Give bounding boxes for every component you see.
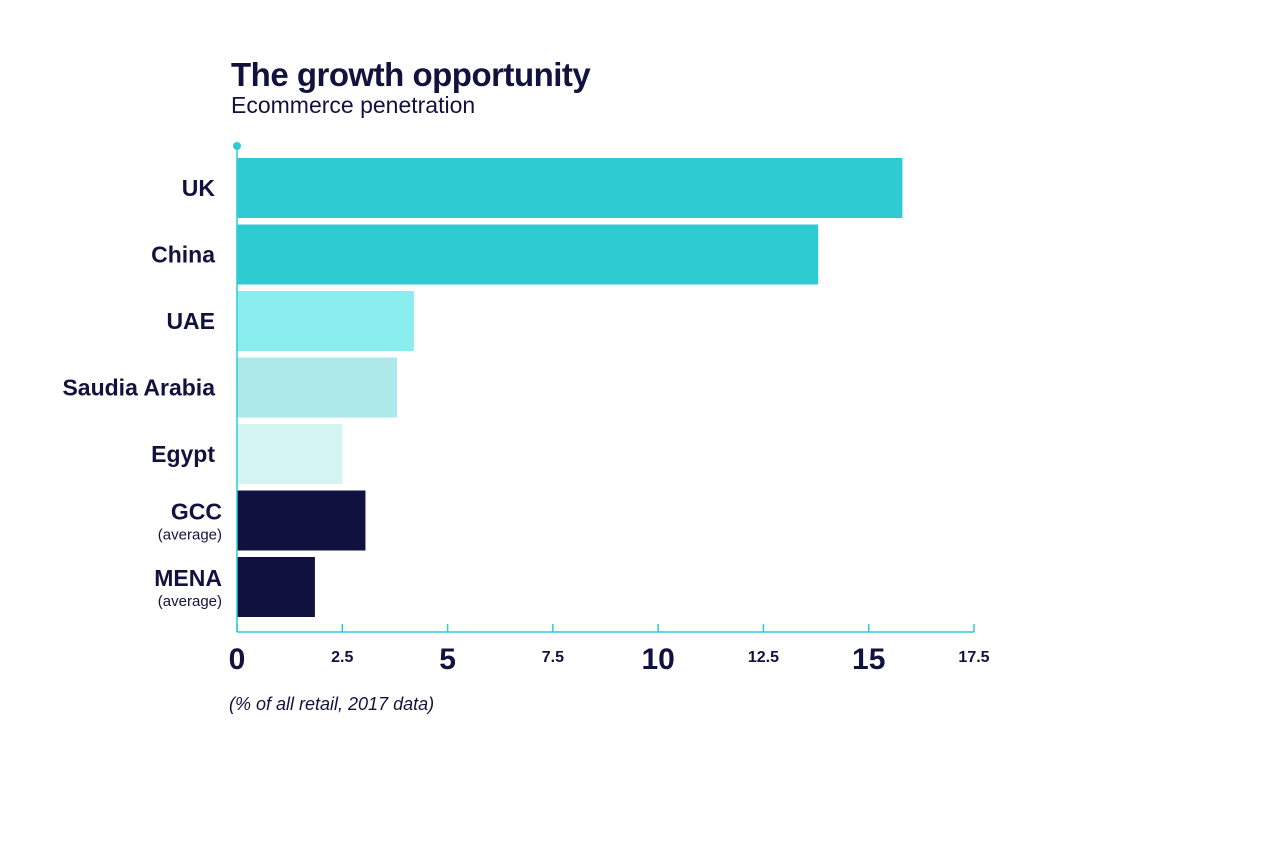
- category-label: UK: [182, 175, 216, 201]
- x-tick-label: 10: [641, 643, 674, 676]
- bar-uae: [237, 291, 414, 351]
- category-sublabel: (average): [158, 527, 222, 544]
- category-label: China: [151, 242, 215, 268]
- chart-footnote: (% of all retail, 2017 data): [229, 694, 435, 714]
- category-label: Egypt: [151, 441, 215, 467]
- category-label: GCC: [171, 499, 222, 525]
- category-label: MENA: [154, 565, 222, 591]
- bar-egypt: [237, 424, 343, 484]
- bar-gcc: [237, 490, 366, 551]
- bar-mena: [237, 557, 315, 617]
- x-tick-label: 15: [852, 643, 885, 676]
- bar-saudia-arabia: [237, 357, 398, 418]
- category-labels: UK China UAE Saudia Arabia Egypt GCC (average)…: [62, 175, 222, 610]
- axes-group: [233, 142, 975, 633]
- category-sublabel: (average): [158, 593, 222, 610]
- category-label: UAE: [166, 308, 215, 334]
- category-label: Saudia Arabia: [62, 375, 215, 401]
- x-tick-labels: 0 2.5 5 7.5 10 12.5 15 17.5: [229, 643, 990, 676]
- x-tick-label: 2.5: [331, 649, 353, 666]
- x-tick-label: 7.5: [542, 649, 564, 666]
- y-axis-dot: [233, 142, 241, 150]
- x-tick-label: 17.5: [958, 649, 989, 666]
- bars-group: [237, 158, 903, 617]
- x-tick-label: 0: [229, 643, 246, 676]
- chart-title: The growth opportunity: [231, 56, 591, 93]
- bar-uk: [237, 158, 903, 218]
- x-tick-label: 5: [439, 643, 456, 676]
- bar-china: [237, 224, 819, 285]
- chart-subtitle: Ecommerce penetration: [231, 92, 476, 118]
- x-tick-label: 12.5: [748, 649, 779, 666]
